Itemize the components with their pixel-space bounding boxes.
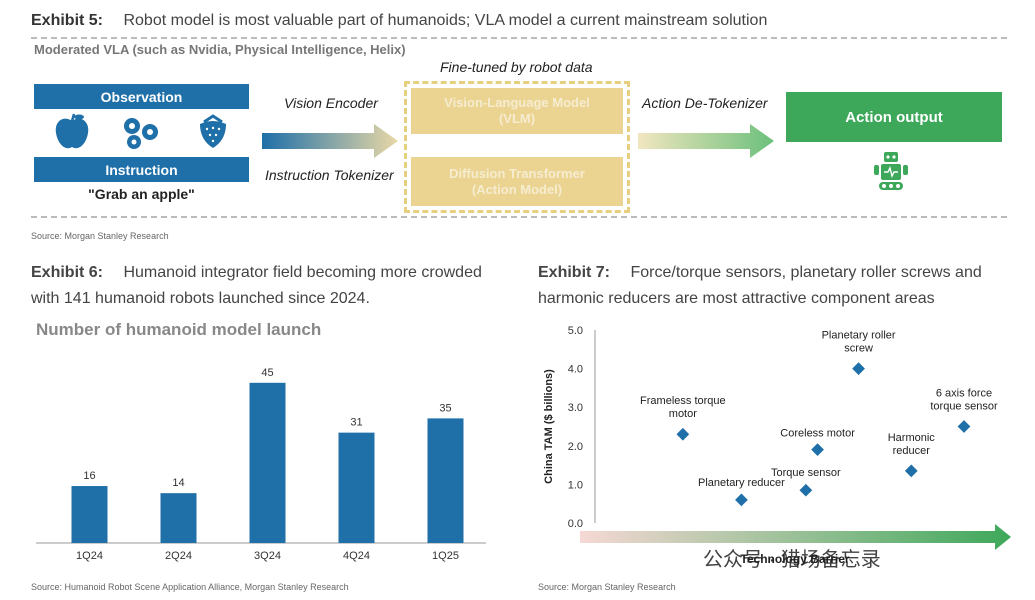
- y-tick-3.0: 3.0: [568, 402, 583, 414]
- instruction-bar: Instruction: [34, 157, 249, 182]
- point-frameless-torque-motor: [676, 427, 690, 441]
- finetuned-label: Fine-tuned by robot data: [440, 59, 593, 75]
- bar-value-1Q24: 16: [83, 470, 95, 482]
- x-axis-label: Technology Barrier: [740, 552, 849, 566]
- bar-4Q24: [338, 432, 375, 543]
- y-tick-2.0: 2.0: [568, 441, 583, 453]
- point-6-axis-force-torque-sensor: [957, 420, 971, 433]
- exhibit5-title-text: Robot model is most valuable part of hum…: [123, 12, 768, 29]
- detokenizer-label: Action De-Tokenizer: [642, 95, 768, 111]
- point-label-harmonic-reducer: Harmonic reducer: [888, 432, 936, 457]
- point-label-planetary-roller-screw: Planetary roller screw: [822, 330, 896, 355]
- bar-category-1Q25: 1Q25: [432, 550, 459, 562]
- y-tick-4.0: 4.0: [568, 364, 583, 376]
- x-axis-arrow: [580, 524, 1011, 550]
- exhibit5-source: Source: Morgan Stanley Research: [31, 231, 169, 241]
- bar-category-1Q24: 1Q24: [76, 550, 103, 562]
- point-label-torque-sensor: Torque sensor: [771, 467, 841, 479]
- exhibit7-title-line2: harmonic reducers are most attractive co…: [538, 290, 935, 307]
- y-tick-5.0: 5.0: [568, 325, 583, 337]
- action-output-box: Action output: [786, 92, 1002, 142]
- exhibit7-title-line1: Exhibit 7: Force/torque sensors, planeta…: [538, 264, 982, 282]
- blueberries-icon: [124, 118, 158, 149]
- y-tick-0.0: 0.0: [568, 518, 583, 530]
- y-axis-label: China TAM ($ billions): [543, 369, 555, 484]
- bar-chart: 16 1Q24 14 2Q24 45 3Q24 31 4Q24 35 1Q25: [36, 367, 486, 562]
- bar-3Q24: [249, 382, 286, 543]
- exhibit6-title-line1: Exhibit 6: Humanoid integrator field bec…: [31, 264, 482, 282]
- bar-category-4Q24: 4Q24: [343, 550, 370, 562]
- exhibit6-title-line2: with 141 humanoid robots launched since …: [31, 290, 370, 307]
- bar-value-3Q24: 45: [261, 367, 273, 379]
- point-planetary-reducer: [735, 493, 748, 507]
- bottom-divider: [31, 216, 1007, 218]
- strawberry-icon: [200, 114, 226, 148]
- point-planetary-roller-screw: [852, 362, 865, 375]
- exhibit7-title-text: Force/torque sensors, planetary roller s…: [630, 264, 982, 281]
- exhibit6-source: Source: Humanoid Robot Scene Application…: [31, 582, 349, 592]
- vlm-line1: Vision-Language Model: [444, 95, 590, 110]
- point-label-frameless-torque-motor: Frameless torque motor: [640, 395, 726, 420]
- exhibit6-title-text: Humanoid integrator field becoming more …: [123, 264, 482, 281]
- point-coreless-motor: [811, 443, 824, 457]
- observation-bar: Observation: [34, 84, 249, 109]
- diffusion-line2: (Action Model): [471, 181, 563, 197]
- output-arrow: [638, 124, 774, 158]
- vision-encoder-label: Vision Encoder: [284, 95, 378, 111]
- bar-value-1Q25: 35: [439, 402, 451, 414]
- bar-1Q24: [71, 486, 108, 543]
- exhibit6-label: Exhibit 6:: [31, 264, 104, 281]
- bar-value-2Q24: 14: [172, 477, 184, 489]
- scatter-chart: 5.0 4.0 3.0 2.0 1.0 0.0 China TAM ($ billions)…: [543, 325, 1011, 566]
- top-divider: [31, 37, 1007, 39]
- apple-icon: [55, 113, 89, 149]
- exhibit7-label: Exhibit 7:: [538, 264, 611, 281]
- point-torque-sensor: [799, 483, 813, 497]
- vlm-line2: (VLM): [498, 111, 536, 126]
- diffusion-box: Diffusion Transformer (Action Model): [411, 157, 623, 206]
- robot-icon: [874, 152, 908, 190]
- y-tick-1.0: 1.0: [568, 479, 583, 491]
- instruction-quote: "Grab an apple": [88, 186, 195, 202]
- input-arrow: [262, 124, 398, 158]
- bar-chart-title: Number of humanoid model launch: [36, 320, 322, 339]
- model-frame: [404, 81, 630, 213]
- point-label-planetary-reducer: Planetary reducer: [698, 477, 785, 489]
- diffusion-line1: Diffusion Transformer: [449, 165, 585, 181]
- exhibit5-title: Exhibit 5: Robot model is most valuable …: [31, 12, 767, 30]
- vla-header: Moderated VLA (such as Nvidia, Physical …: [34, 42, 406, 57]
- bar-2Q24: [160, 493, 197, 543]
- bar-value-4Q24: 31: [350, 417, 362, 429]
- exhibit7-source: Source: Morgan Stanley Research: [538, 582, 676, 592]
- bar-category-2Q24: 2Q24: [165, 550, 192, 562]
- point-label-coreless-motor: Coreless motor: [780, 428, 855, 440]
- watermark: 公众号 · 猎场备忘录: [703, 549, 881, 571]
- point-harmonic-reducer: [904, 464, 918, 478]
- bar-1Q25: [427, 418, 464, 543]
- instruction-tokenizer-label: Instruction Tokenizer: [265, 167, 394, 183]
- point-label-6-axis-force-torque-sensor: 6 axis force torque sensor: [930, 388, 998, 413]
- bar-category-3Q24: 3Q24: [254, 550, 281, 562]
- exhibit5-label: Exhibit 5:: [31, 12, 104, 29]
- vlm-box: Vision-Language Model (VLM): [411, 88, 623, 134]
